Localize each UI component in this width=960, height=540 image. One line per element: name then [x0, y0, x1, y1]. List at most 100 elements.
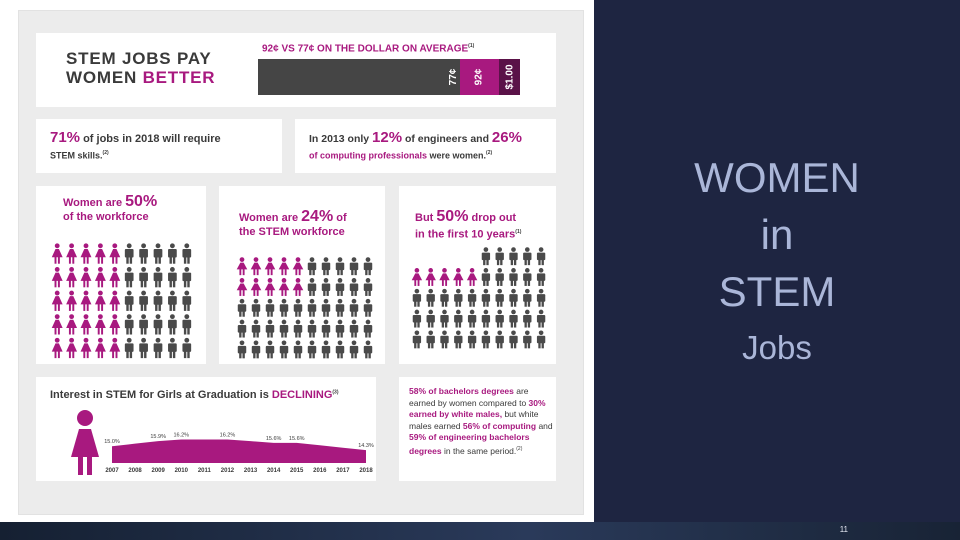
- man-icon: [237, 298, 247, 317]
- woman-icon: [80, 290, 92, 311]
- pay-headline-women: WOMEN: [66, 68, 143, 87]
- pay-bar-segment: $1.00: [499, 59, 520, 95]
- interest-title-b: DECLINING: [271, 389, 333, 401]
- woman-icon: [94, 267, 106, 288]
- pay-bar-label: 77¢: [447, 68, 459, 86]
- skills-ref: (2): [102, 150, 109, 156]
- skills-pct: 71%: [50, 129, 81, 146]
- interest-area: [112, 439, 366, 463]
- interest-year-label: 2017: [336, 468, 350, 474]
- man-icon: [509, 268, 518, 286]
- workforce-people-grid: [51, 243, 192, 359]
- engineers-text-d: were women.: [427, 150, 487, 161]
- dropout-text-b: drop out: [468, 212, 517, 224]
- man-icon: [509, 330, 518, 349]
- woman-icon: [66, 314, 78, 335]
- stem-workforce-card: Women are 24% of the STEM workforce: [219, 186, 385, 364]
- interest-year-label: 2015: [290, 468, 304, 474]
- infographic: STEM JOBS PAY WOMEN BETTER 92¢ VS 77¢ ON…: [18, 10, 584, 515]
- interest-year-label: 2014: [267, 468, 281, 474]
- slide-title-women: WOMEN: [694, 154, 860, 201]
- man-icon: [426, 330, 435, 349]
- man-icon: [363, 298, 373, 317]
- woman-icon: [278, 278, 290, 296]
- interest-data-label: 16.2%: [220, 432, 236, 438]
- man-icon: [349, 278, 359, 296]
- man-icon: [321, 319, 331, 338]
- degrees-p6: and: [536, 420, 553, 431]
- man-icon: [279, 298, 289, 317]
- man-icon: [349, 319, 359, 338]
- man-icon: [523, 268, 532, 286]
- interest-data-label: 15.0%: [104, 439, 120, 445]
- man-icon: [335, 278, 345, 296]
- man-icon: [335, 298, 345, 317]
- stem-workforce-text-a: Women are: [239, 212, 302, 224]
- woman-icon: [51, 337, 63, 359]
- man-icon: [182, 267, 192, 288]
- stem-workforce-text-c: the STEM workforce: [239, 226, 345, 238]
- man-icon: [454, 309, 463, 328]
- stem-workforce-text-b: of: [333, 212, 347, 224]
- dropout-people-grid: [411, 247, 546, 349]
- pay-headline-better: BETTER: [142, 68, 216, 87]
- man-icon: [293, 319, 303, 338]
- man-icon: [265, 340, 275, 359]
- interest-title-a: Interest in STEM for Girls at Graduation…: [50, 389, 272, 401]
- degrees-p4: but white males earned: [409, 409, 539, 431]
- man-icon: [153, 314, 163, 335]
- pay-bar-label: $1.00: [504, 64, 515, 90]
- woman-icon: [264, 278, 276, 296]
- workforce-pct: 50%: [125, 193, 158, 210]
- pay-bar-segment: 77¢: [258, 59, 460, 95]
- pay-headline-line1: STEM JOBS PAY: [66, 49, 212, 68]
- woman-icon: [411, 268, 423, 286]
- woman-icon: [109, 267, 121, 288]
- man-icon: [495, 309, 504, 328]
- man-icon: [523, 288, 532, 307]
- engineers-text: In 2013 only 12% of engineers and 26% of…: [309, 130, 522, 163]
- man-icon: [237, 340, 247, 359]
- pay-comparison-ref: (1): [468, 43, 475, 49]
- man-icon: [509, 288, 518, 307]
- stem-workforce-pct: 24%: [301, 208, 334, 225]
- man-icon: [139, 337, 148, 359]
- woman-icon: [66, 290, 78, 311]
- woman-icon: [51, 314, 63, 335]
- woman-icon: [425, 268, 436, 286]
- interest-year-label: 2009: [152, 468, 166, 474]
- man-icon: [363, 319, 373, 338]
- degrees-text: 58% of bachelors degrees are earned by w…: [409, 386, 556, 457]
- man-icon: [139, 290, 148, 311]
- pay-bar: 77¢ 92¢ $1.00: [258, 59, 520, 95]
- man-icon: [523, 247, 532, 266]
- interest-data-label: 14.3%: [358, 443, 374, 449]
- man-icon: [481, 330, 491, 349]
- interest-year-label: 2013: [244, 468, 258, 474]
- man-icon: [321, 278, 331, 296]
- woman-icon: [80, 243, 92, 264]
- man-icon: [251, 340, 261, 359]
- degrees-p2: are earned by women compared to: [409, 386, 529, 408]
- man-icon: [153, 243, 163, 264]
- interest-ref: (3): [332, 389, 339, 396]
- man-icon: [153, 267, 163, 288]
- woman-icon: [51, 290, 63, 311]
- skills-text: 71% of jobs in 2018 will require STEM sk…: [50, 129, 221, 163]
- woman-icon: [236, 278, 248, 296]
- degrees-p1: 58% of bachelors degrees: [409, 386, 514, 396]
- man-icon: [124, 243, 134, 264]
- man-icon: [440, 288, 449, 307]
- man-icon: [251, 319, 261, 338]
- woman-icon: [439, 268, 450, 286]
- man-icon: [237, 319, 247, 338]
- man-icon: [481, 309, 491, 328]
- woman-icon: [292, 257, 304, 276]
- woman-icon: [80, 337, 92, 359]
- man-icon: [481, 288, 491, 307]
- dropout-ref: (1): [515, 229, 522, 235]
- slide-title-in: in: [760, 211, 794, 258]
- woman-icon: [292, 278, 304, 296]
- dropout-text-c: in the first 10 years: [415, 228, 516, 241]
- dropout-text-a: But: [415, 212, 437, 224]
